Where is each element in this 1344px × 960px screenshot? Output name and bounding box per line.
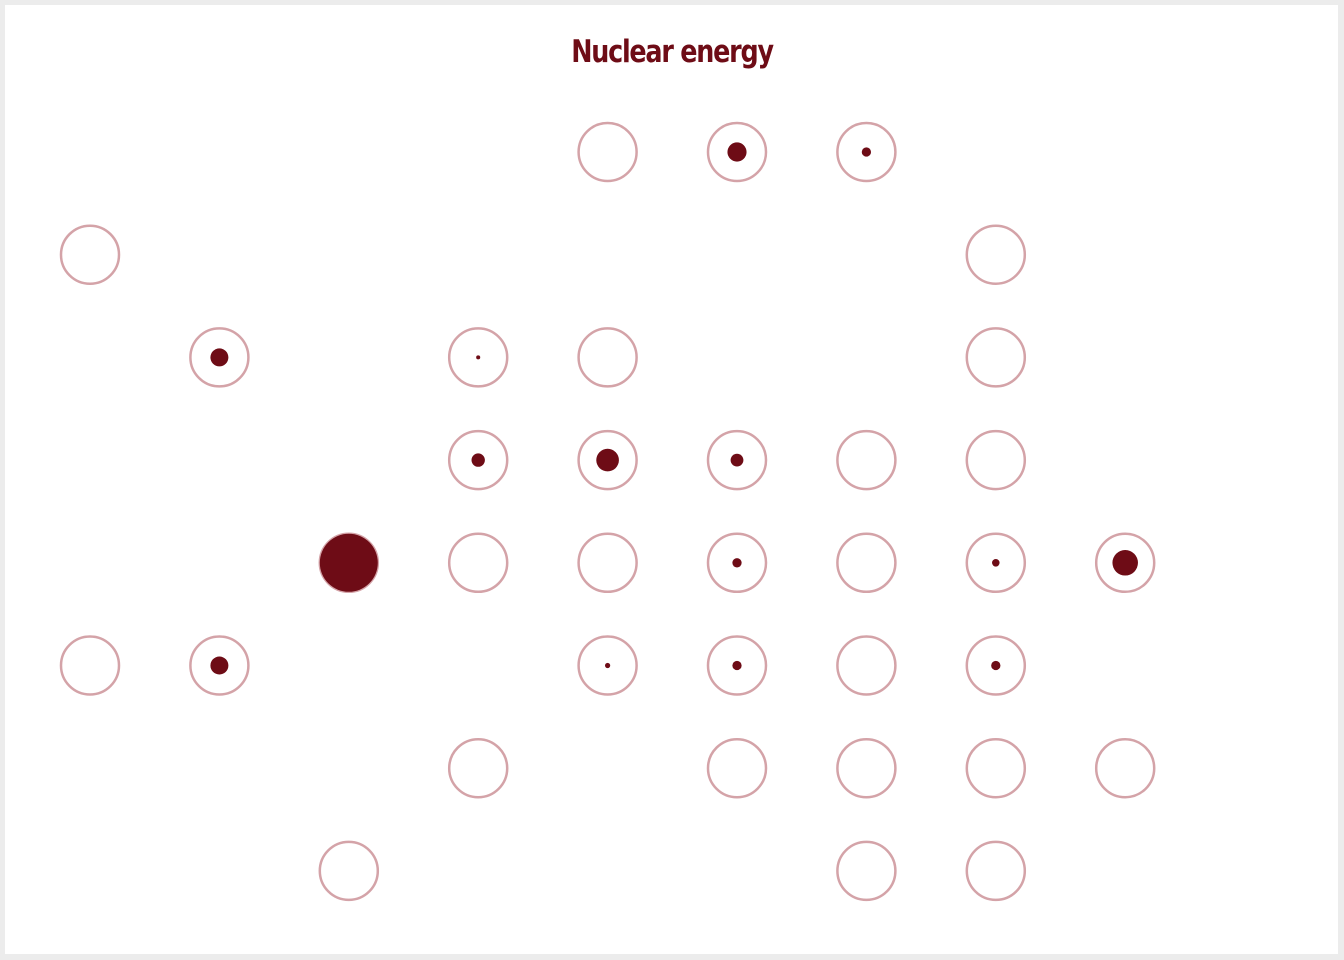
tile-7 [577,327,638,388]
tile-ring [59,224,121,285]
value-dot [1112,550,1138,576]
chart-title: Nuclear energy [571,34,774,70]
tile-24 [706,635,768,696]
tile-ring [965,737,1027,799]
tile-25 [965,635,1027,696]
tile-ring [965,327,1027,388]
tile-ring [836,532,897,594]
tile-20 [1094,532,1156,594]
tile-ring [706,121,768,183]
tile-ring [836,840,897,902]
tile-16 [577,532,638,594]
tile-5 [189,327,250,388]
value-dot [992,559,1000,567]
tile-0 [577,121,638,183]
value-dot [319,533,378,592]
tile-32 [1094,737,1156,799]
tile-22 [189,635,250,696]
tile-ring [1094,737,1156,799]
tile-ring [189,635,250,696]
tile-35 [965,840,1027,902]
tile-ring [836,121,897,183]
value-dot [732,660,742,671]
tile-9 [447,429,509,491]
tile-ring [965,635,1027,696]
value-dot [861,147,872,157]
tile-ring [836,635,897,696]
tile-2 [836,121,897,183]
value-dot [471,453,485,467]
tile-23 [577,635,638,696]
tile-12 [836,429,897,491]
value-dot [730,453,744,467]
tile-ring [836,429,897,491]
tile-ring [447,737,509,799]
tile-ring [965,840,1027,902]
value-dot [732,558,742,568]
value-dot [596,448,619,472]
tile-30 [836,737,897,799]
tile-1 [706,121,768,183]
tile-ring [577,635,638,696]
tile-ring [447,532,509,594]
tile-ring [706,429,768,491]
tile-3 [59,224,121,285]
tile-ring [577,121,638,183]
tile-31 [965,737,1027,799]
tile-ring [706,737,768,799]
value-dot [727,142,747,162]
tile-ring [965,224,1027,285]
tile-4 [965,224,1027,285]
tile-19 [965,532,1027,594]
tile-ring [577,327,638,388]
tile-15 [447,532,509,594]
tile-ring [577,532,638,594]
tile-14 [318,532,380,594]
tile-13 [965,429,1027,491]
tile-ring [59,635,121,696]
tile-ring [965,532,1027,594]
tile-ring [836,737,897,799]
tile-33 [318,840,380,902]
tile-ring [706,532,768,594]
tile-10 [577,429,638,491]
tile-26 [836,635,897,696]
tile-ring [318,840,380,902]
tile-28 [447,737,509,799]
value-dot [476,355,481,360]
value-dot [210,348,229,367]
tile-ring [447,429,509,491]
tile-6 [447,327,509,388]
tile-ring [1094,532,1156,594]
tile-11 [706,429,768,491]
tile-ring [706,635,768,696]
value-dot [991,660,1001,671]
tile-21 [59,635,121,696]
value-dot [604,662,611,669]
tile-17 [706,532,768,594]
tile-ring [447,327,509,388]
tile-ring [965,429,1027,491]
tile-8 [965,327,1027,388]
value-dot [210,656,229,675]
tile-ring [577,429,638,491]
tile-ring [189,327,250,388]
tile-18 [836,532,897,594]
tile-29 [706,737,768,799]
tile-34 [836,840,897,902]
